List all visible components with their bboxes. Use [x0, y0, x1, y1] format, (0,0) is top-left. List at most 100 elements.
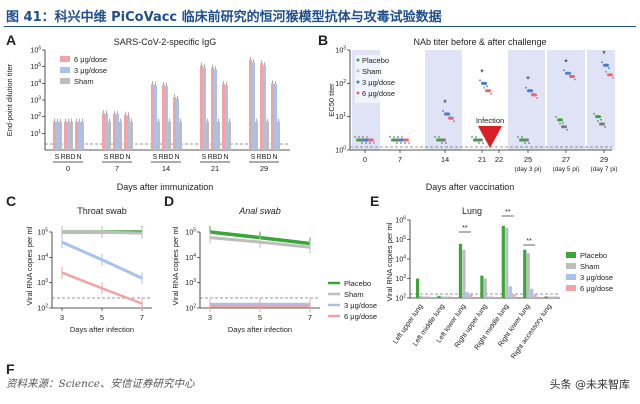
chart-e-bar	[487, 296, 491, 298]
chart-e-legend-label: 3 μg/dose	[580, 273, 613, 282]
chart-c-ytick-label: 105	[37, 228, 48, 237]
chart-b-legend-label: Placebo	[362, 56, 389, 65]
chart-b-point	[403, 138, 409, 142]
chart-b-xlabel: Days after vaccination	[426, 182, 515, 192]
chart-e-ylabel: Viral RNA copies per ml	[385, 222, 394, 301]
source-note: 资料来源：Science、安信证券研究中心	[6, 378, 195, 390]
chart-a-bar	[53, 121, 56, 150]
chart-a-ytick-label: 104	[30, 79, 41, 88]
chart-a-bar	[154, 84, 157, 150]
chart-a-antigen-label: RBD	[257, 154, 272, 161]
chart-b-point-dot	[401, 136, 403, 138]
chart-a-antigen-label: N	[125, 154, 130, 161]
chart-a-bar	[274, 84, 277, 150]
chart-e-bar	[462, 249, 466, 298]
chart-b-legend-marker	[356, 91, 360, 95]
chart-b-pi-label: (day 7 pi)	[590, 166, 617, 173]
chart-e-legend-label: Sham	[580, 262, 600, 271]
chart-b-xtick-label: 0	[363, 155, 367, 164]
chart-e-bar	[523, 249, 527, 298]
chart-b-point	[444, 112, 450, 116]
chart-a-antigen-label: RBD	[159, 154, 174, 161]
chart-b-ytick-label: 102	[335, 79, 346, 88]
chart-d-ytick-label: 102	[185, 304, 196, 313]
chart-a-bar	[75, 121, 78, 150]
chart-b-legend-bg	[355, 55, 410, 103]
chart-e-ytick-label: 104	[395, 255, 406, 264]
chart-d-legend-label: 3 μg/dose	[344, 301, 377, 310]
chart-b-point-dot	[563, 69, 565, 72]
chart-b-point-dot	[479, 79, 481, 82]
chart-b-point-dot	[608, 67, 610, 70]
chart-b-point	[481, 81, 487, 85]
chart-b-xtick-label: 14	[441, 155, 449, 164]
chart-e-bar	[508, 286, 512, 298]
chart-c-xtick-label: 7	[140, 313, 144, 322]
chart-b-point-dot	[486, 85, 488, 88]
chart-a-legend-label: Sham	[74, 77, 94, 86]
chart-b-legend-label: Sham	[362, 67, 382, 76]
chart-b-point-dot	[490, 92, 492, 95]
chart-b-point-dot	[369, 142, 371, 144]
figure-title: 图 41：科兴中维 PiCoVacc 临床前研究的恒河猴模型抗体与攻毒试验数据	[6, 10, 442, 25]
chart-b-point-dot	[408, 142, 410, 144]
chart-e-ytick-label: 106	[395, 216, 406, 225]
chart-e-bar	[544, 296, 548, 298]
chart-a-bar	[113, 113, 116, 150]
panel-letter-c: C	[6, 193, 16, 209]
chart-b-point	[368, 138, 374, 142]
chart-e-significance: **	[462, 225, 468, 232]
chart-b-point-dot	[521, 136, 523, 138]
chart-b-xtick-label: 29	[600, 155, 608, 164]
chart-a-bar	[225, 84, 228, 150]
chart-e-bar	[444, 296, 448, 298]
chart-e-bar	[465, 292, 470, 298]
chart-b-legend-marker	[356, 80, 360, 84]
chart-b-point-dot	[605, 70, 607, 73]
chart-a-legend-swatch	[60, 56, 70, 62]
chart-d-ytick-label: 103	[185, 278, 196, 287]
chart-d-legend-label: 6 μg/dose	[344, 312, 377, 321]
chart-e-bar	[419, 295, 423, 298]
chart-b-point-dot	[366, 136, 368, 138]
chart-a-antigen-label: RBD	[61, 154, 76, 161]
chart-e-bar	[447, 296, 452, 298]
chart-b-point-dot	[475, 136, 477, 138]
chart-e-title: Lung	[462, 206, 482, 216]
chart-b-significance: *	[602, 49, 606, 59]
chart-a-bar	[116, 114, 119, 150]
chart-b-point-dot	[559, 122, 561, 125]
chart-a-group-label: 21	[211, 164, 219, 173]
chart-a-bar	[67, 121, 70, 150]
chart-a-group-label: 0	[66, 164, 70, 173]
chart-a-bar	[102, 113, 105, 150]
watermark: 头条 @未来智库	[549, 378, 631, 391]
chart-e-ytick-label: 105	[395, 235, 406, 244]
chart-a-bar	[119, 121, 122, 150]
chart-a-legend-label: 6 μg/dose	[74, 55, 107, 64]
chart-b-significance: *	[564, 57, 568, 67]
chart-a-bar	[162, 84, 165, 150]
chart-a-xlabel: Days after immunization	[117, 182, 214, 192]
chart-a-bar	[108, 121, 111, 150]
chart-b-xtick-label: 21	[478, 155, 486, 164]
chart-e-ytick-label: 103	[395, 274, 406, 283]
chart-a-bar	[176, 98, 179, 150]
chart-b-legend-label: 6 μg/dose	[362, 89, 395, 98]
chart-b-ytick-label: 103	[335, 46, 346, 55]
chart-b-legend-label: 3 μg/dose	[362, 78, 395, 87]
chart-b-point-dot	[446, 114, 448, 117]
chart-e-legend-swatch	[566, 263, 576, 269]
chart-a-bar	[105, 113, 108, 150]
chart-e-category-label: Right accessory lung	[510, 303, 553, 360]
panel-letter-e: E	[370, 193, 379, 209]
chart-a-bar	[252, 62, 255, 150]
chart-b-point-dot	[393, 136, 395, 138]
chart-b-point	[595, 115, 601, 119]
chart-e-bar	[526, 253, 530, 298]
chart-a-legend-swatch	[60, 78, 70, 84]
chart-a-antigen-label: RBD	[208, 154, 223, 161]
chart-b-point-dot	[597, 120, 599, 122]
chart-b-point	[477, 138, 483, 142]
chart-b-point-dot	[365, 142, 367, 144]
